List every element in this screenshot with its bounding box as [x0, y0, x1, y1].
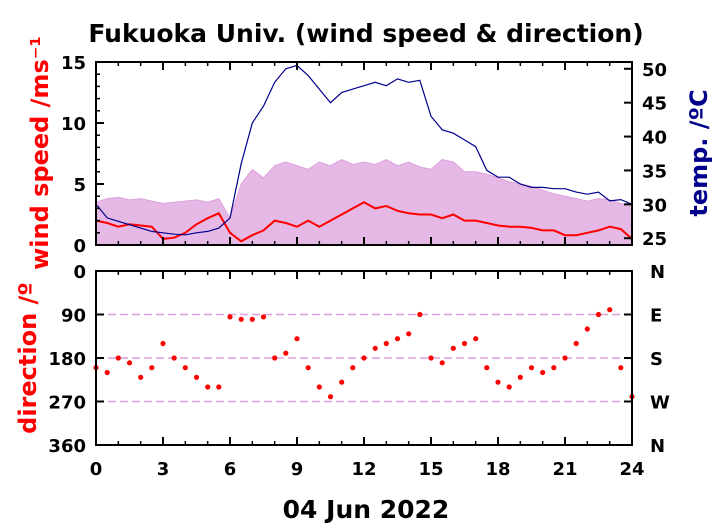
- direction-point: [227, 314, 233, 320]
- speed-panel: 0 5 10 15 25 30 35 40 45 50 wind speed /ms⁻¹ tem…: [26, 36, 713, 270]
- direction-point: [260, 314, 267, 320]
- direction-ytick-label: 360: [48, 436, 86, 457]
- temp-ytick-label: 30: [642, 195, 667, 216]
- direction-point: [551, 365, 557, 371]
- direction-point: [327, 394, 334, 400]
- direction-point: [305, 365, 311, 371]
- direction-point: [138, 374, 144, 380]
- compass-ytick-label: N: [650, 262, 665, 283]
- temp-ytick-label: 50: [642, 60, 667, 81]
- temp-ytick-label: 25: [642, 229, 667, 250]
- direction-point: [618, 365, 624, 371]
- direction-ytick-label: 180: [48, 349, 86, 370]
- direction-point: [283, 350, 289, 356]
- direction-point: [350, 365, 356, 371]
- direction-point: [573, 340, 579, 347]
- direction-point: [484, 365, 490, 371]
- xtick-label: 9: [291, 459, 304, 480]
- direction-ytick-label: 270: [48, 393, 86, 414]
- direction-point: [528, 365, 535, 371]
- direction-point: [461, 340, 468, 347]
- wind-speed-series: [95, 201, 633, 243]
- temp-ytick-label: 35: [642, 161, 667, 182]
- direction-point: [428, 355, 434, 361]
- direction-y-axis-ticks: 0 90 180 270 360: [48, 262, 104, 457]
- direction-point: [450, 345, 456, 351]
- compass-ytick-label: N: [650, 436, 665, 457]
- direction-point: [294, 336, 300, 342]
- direction-point: [584, 326, 590, 332]
- speed-y-axis-ticks: 0 5 10 15: [61, 53, 104, 257]
- speed-ytick-label: 15: [61, 53, 86, 74]
- direction-point: [316, 384, 322, 390]
- xtick-label: 18: [485, 459, 510, 480]
- temp-y-axis-ticks: 25 30 35 40 45 50: [624, 60, 667, 250]
- direction-y-axis-label: direction /º: [14, 282, 42, 434]
- direction-point: [216, 384, 222, 390]
- direction-point: [171, 355, 177, 361]
- direction-point: [193, 374, 200, 380]
- direction-ytick-label: 0: [73, 262, 86, 283]
- direction-point: [249, 316, 255, 322]
- xtick-label: 21: [552, 459, 577, 480]
- compass-ytick-label: E: [650, 306, 662, 327]
- compass-y-axis-ticks: N E S W N: [624, 262, 670, 457]
- direction-point: [104, 369, 110, 376]
- temp-ytick-label: 45: [642, 94, 667, 115]
- direction-point: [607, 307, 613, 313]
- direction-point: [517, 374, 523, 380]
- direction-point: [595, 311, 602, 318]
- compass-ytick-label: S: [650, 349, 663, 370]
- direction-point: [562, 355, 568, 361]
- direction-point: [383, 340, 389, 347]
- xtick-label: 15: [418, 459, 443, 480]
- direction-point: [182, 365, 188, 371]
- direction-point: [339, 379, 345, 385]
- chart-title: Fukuoka Univ. (wind speed & direction): [88, 19, 643, 48]
- direction-point: [126, 360, 133, 366]
- date-label: 04 Jun 2022: [283, 495, 450, 524]
- direction-point: [361, 355, 367, 361]
- compass-ytick-label: W: [650, 393, 670, 414]
- xtick-label: 3: [157, 459, 170, 480]
- direction-point: [205, 384, 211, 390]
- direction-point: [406, 331, 412, 337]
- direction-point: [495, 379, 501, 385]
- speed-ytick-label: 10: [61, 114, 86, 135]
- direction-point: [160, 340, 166, 347]
- xtick-label: 24: [619, 459, 644, 480]
- direction-point: [149, 365, 155, 371]
- direction-point: [417, 311, 423, 318]
- temperature-series: [95, 64, 633, 236]
- x-axis-ticks: 0 3 6 9 12 15 18 21 24: [90, 62, 645, 480]
- direction-point: [540, 369, 546, 376]
- wind-speed-line: [95, 201, 633, 243]
- direction-point: [372, 345, 378, 351]
- speed-ytick-label: 0: [73, 236, 86, 257]
- xtick-label: 12: [351, 459, 376, 480]
- speed-ytick-label: 5: [73, 175, 86, 196]
- direction-point: [506, 384, 512, 390]
- direction-point: [439, 360, 445, 366]
- xtick-label: 0: [90, 459, 103, 480]
- direction-point: [272, 355, 278, 361]
- direction-point: [473, 336, 479, 342]
- temperature-line: [95, 64, 633, 236]
- temp-y-axis-label: temp. /ºC: [685, 89, 713, 216]
- direction-point: [238, 316, 244, 322]
- temp-ytick-label: 40: [642, 128, 667, 149]
- direction-point: [115, 355, 121, 361]
- direction-point: [394, 336, 401, 342]
- speed-y-axis-label: wind speed /ms⁻¹: [26, 36, 54, 270]
- direction-scatter: [93, 307, 635, 400]
- direction-ytick-label: 90: [61, 306, 86, 327]
- xtick-label: 6: [224, 459, 237, 480]
